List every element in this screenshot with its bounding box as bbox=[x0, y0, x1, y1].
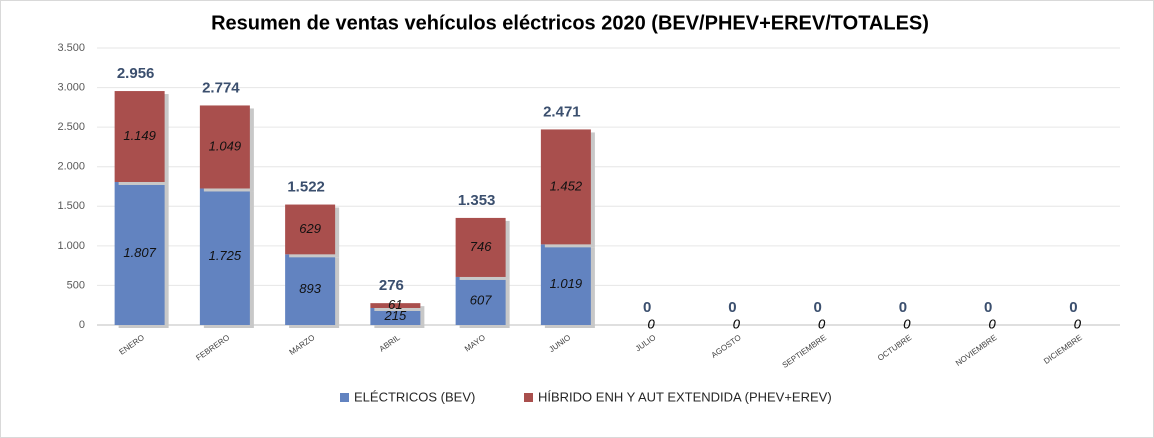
segment-label: 1.725 bbox=[209, 248, 242, 263]
y-tick-label: 3.000 bbox=[57, 81, 85, 93]
y-tick-label: 1.000 bbox=[57, 240, 85, 252]
segment-label: 0 bbox=[1074, 316, 1082, 331]
segment-label: 607 bbox=[470, 292, 492, 307]
y-tick-label: 3.500 bbox=[57, 42, 85, 54]
bar-segment bbox=[370, 307, 421, 325]
bar-segment bbox=[114, 181, 165, 325]
segment-label: 0 bbox=[903, 316, 911, 331]
segment-label: 1.807 bbox=[123, 245, 156, 260]
y-tick-label: 2.500 bbox=[57, 121, 85, 133]
segment-label: 1.149 bbox=[123, 128, 156, 143]
bar-segment bbox=[540, 244, 591, 325]
segment-label: 0 bbox=[733, 316, 741, 331]
total-label: 0 bbox=[1069, 299, 1077, 316]
bar-segment bbox=[285, 254, 336, 325]
total-label: 1.353 bbox=[458, 192, 496, 209]
segment-label: 0 bbox=[989, 316, 997, 331]
legend-swatch bbox=[340, 393, 349, 402]
segment-label: 215 bbox=[384, 308, 407, 323]
segment-label: 0 bbox=[989, 316, 997, 331]
segment-label: 893 bbox=[299, 281, 321, 296]
y-tick-label: 1.500 bbox=[57, 200, 85, 212]
total-label: 2.774 bbox=[202, 79, 240, 96]
segment-label: 0 bbox=[903, 316, 911, 331]
bar-segment bbox=[285, 204, 336, 255]
segment-label: 1.019 bbox=[550, 276, 583, 291]
segment-label: 0 bbox=[648, 316, 656, 331]
segment-label: 0 bbox=[1074, 316, 1082, 331]
total-label: 2.471 bbox=[543, 103, 581, 120]
bar-segment bbox=[370, 303, 421, 308]
segment-label: 0 bbox=[818, 316, 826, 331]
legend-label: HÍBRIDO ENH Y AUT EXTENDIDA (PHEV+EREV) bbox=[538, 389, 832, 404]
total-label: 0 bbox=[728, 299, 736, 316]
bar-segment bbox=[114, 91, 165, 182]
y-tick-label: 0 bbox=[79, 319, 85, 331]
segment-label: 629 bbox=[299, 221, 321, 236]
total-label: 1.522 bbox=[287, 179, 325, 196]
total-label: 0 bbox=[899, 299, 907, 316]
total-label: 276 bbox=[379, 277, 404, 294]
y-tick-label: 500 bbox=[67, 279, 85, 291]
segment-label: 0 bbox=[733, 316, 741, 331]
segment-label: 0 bbox=[818, 316, 826, 331]
total-label: 2.956 bbox=[117, 65, 155, 82]
bar-segment bbox=[199, 188, 250, 325]
bar-segment bbox=[455, 217, 506, 277]
bar-segment bbox=[199, 105, 250, 189]
bar-segment bbox=[455, 276, 506, 325]
legend-swatch bbox=[524, 393, 533, 402]
total-label: 0 bbox=[643, 299, 651, 316]
segment-label: 0 bbox=[648, 316, 656, 331]
total-label: 0 bbox=[813, 299, 821, 316]
segment-label: 746 bbox=[470, 239, 492, 254]
segment-label: 1.452 bbox=[550, 178, 583, 193]
chart-title: Resumen de ventas vehículos eléctricos 2… bbox=[211, 12, 929, 34]
bar-shadow bbox=[374, 306, 425, 311]
segment-label: 61 bbox=[388, 297, 402, 312]
bar-segment bbox=[540, 129, 591, 245]
y-tick-label: 2.000 bbox=[57, 161, 85, 173]
total-label: 0 bbox=[984, 299, 992, 316]
segment-label: 1.049 bbox=[209, 138, 242, 153]
legend-label: ELÉCTRICOS (BEV) bbox=[354, 389, 475, 404]
